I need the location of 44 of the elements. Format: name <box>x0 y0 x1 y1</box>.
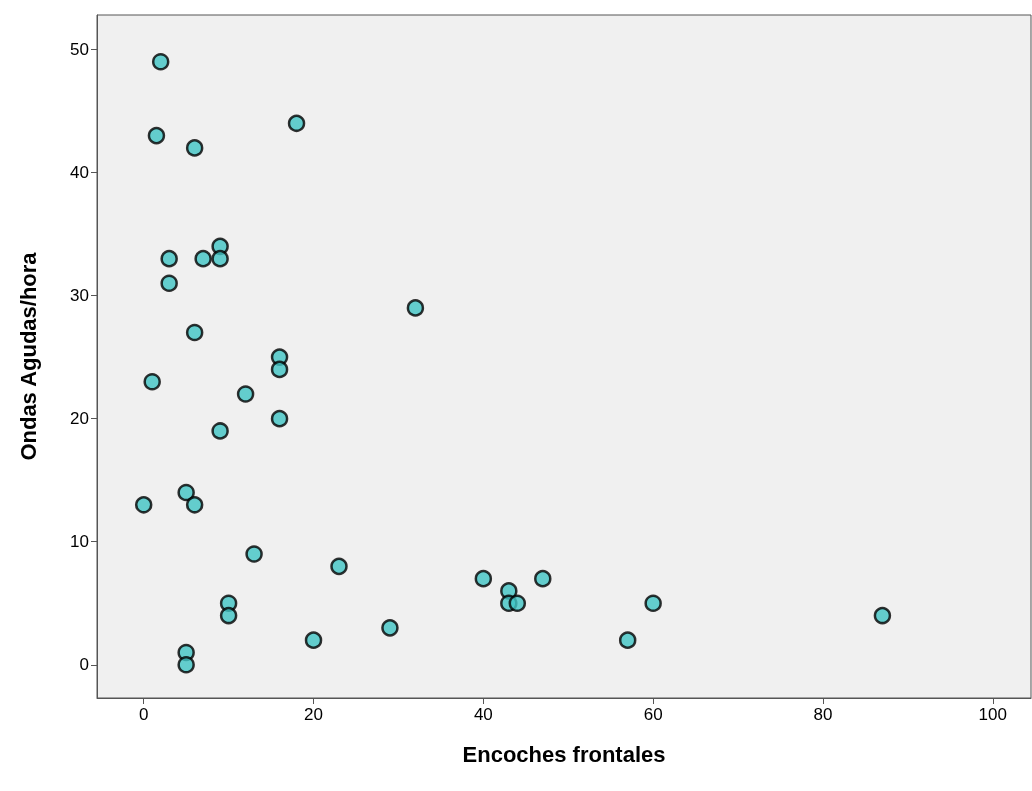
point <box>134 496 153 514</box>
point <box>194 249 212 268</box>
x-tick-label: 40 <box>473 705 493 724</box>
x-tick-label: 20 <box>304 705 323 724</box>
y-tick-label: 50 <box>70 39 89 59</box>
point <box>508 594 527 612</box>
x-tick-label: 100 <box>978 705 1007 724</box>
point <box>245 545 263 563</box>
point <box>330 557 348 576</box>
point <box>211 249 229 268</box>
point <box>143 372 161 391</box>
x-tick-label: 0 <box>138 705 149 724</box>
point <box>211 422 229 440</box>
point <box>304 631 323 649</box>
point <box>177 483 195 502</box>
point <box>160 274 178 293</box>
x-tick-label: 60 <box>643 705 663 724</box>
x-tick-label: 80 <box>813 705 833 724</box>
point <box>185 323 204 342</box>
point <box>270 360 289 379</box>
point <box>236 385 255 403</box>
y-tick-label: 30 <box>70 286 89 306</box>
y-tick-label: 10 <box>70 532 89 552</box>
point <box>534 569 552 588</box>
point <box>381 619 399 637</box>
point <box>644 594 662 612</box>
point <box>185 139 204 157</box>
y-axis-title: Ondas Agudas/hora <box>15 251 41 461</box>
point <box>406 299 425 317</box>
point <box>219 606 238 625</box>
point <box>270 409 289 428</box>
y-tick-label: 20 <box>70 409 89 429</box>
point <box>474 569 493 588</box>
x-axis-title: Encoches frontales <box>462 741 666 767</box>
point <box>151 53 170 71</box>
point <box>618 631 637 649</box>
point <box>287 114 306 133</box>
point <box>185 496 204 514</box>
y-tick-label: 0 <box>79 655 89 675</box>
point <box>147 126 166 145</box>
point <box>873 606 892 625</box>
point <box>177 656 195 674</box>
point <box>160 249 178 268</box>
y-tick-label: 40 <box>70 163 89 183</box>
